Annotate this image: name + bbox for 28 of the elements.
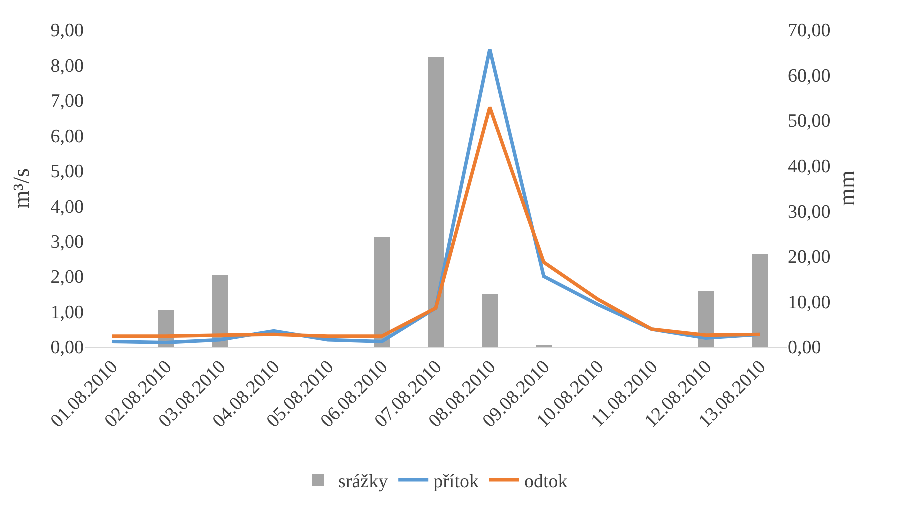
- y2-tick-label: 20,00: [788, 247, 831, 268]
- y2-tick-label: 70,00: [788, 20, 831, 42]
- line-series: [110, 106, 762, 338]
- bar: [752, 254, 768, 347]
- y-tick-label: 1,00: [50, 302, 84, 324]
- y-axis-title: m³/s: [9, 168, 34, 209]
- bar: [374, 237, 390, 347]
- legend-label: odtok: [524, 471, 568, 492]
- bar: [482, 294, 498, 347]
- y-tick-label: 5,00: [50, 162, 84, 183]
- y-tick-label: 6,00: [50, 126, 84, 148]
- y2-tick-label: 30,00: [788, 202, 831, 223]
- bar: [428, 57, 444, 347]
- y-tick-label: 3,00: [50, 232, 84, 253]
- y2-tick-label: 10,00: [788, 292, 831, 314]
- y2-tick-label: 60,00: [788, 66, 831, 87]
- y-tick-label: 8,00: [50, 56, 84, 77]
- y-tick-label: 0,00: [50, 338, 84, 359]
- legend-label: srážky: [338, 471, 389, 492]
- y2-tick-label: 0,00: [788, 338, 822, 359]
- y-tick-label: 9,00: [50, 20, 84, 42]
- y2-axis-title: mm: [834, 170, 860, 206]
- legend-label: přítok: [434, 471, 480, 492]
- y-tick-label: 7,00: [50, 91, 84, 112]
- y-tick-label: 2,00: [50, 267, 84, 288]
- y2-tick-label: 40,00: [788, 156, 831, 178]
- y2-tick-label: 50,00: [788, 111, 831, 132]
- y-tick-label: 4,00: [50, 196, 84, 218]
